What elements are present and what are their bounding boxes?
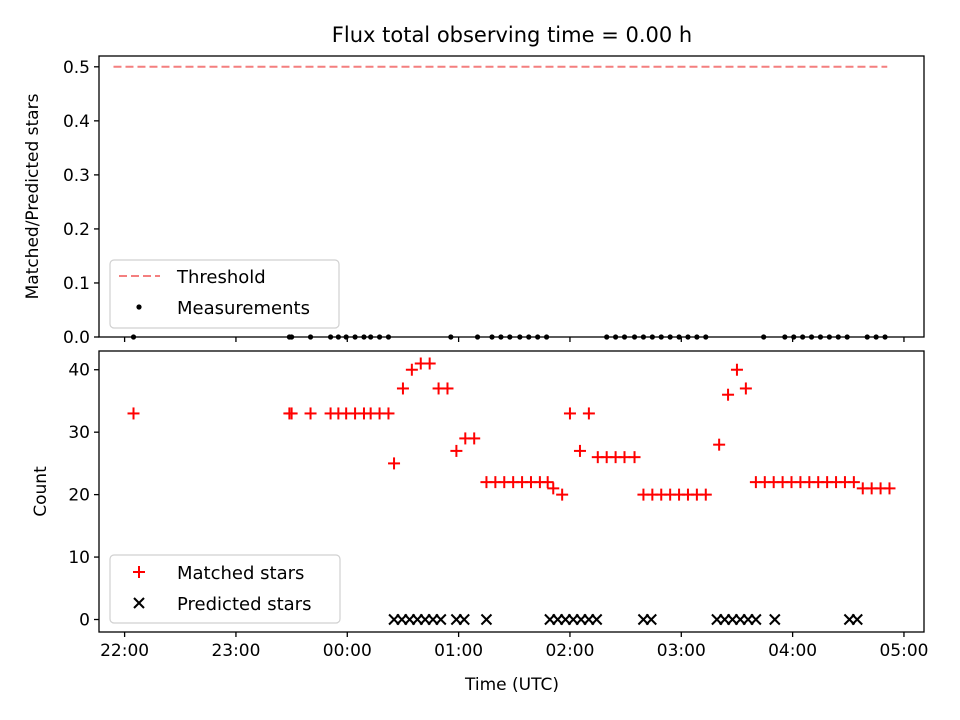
bottom-y-axis-label: Count [31,466,51,517]
bottom-x-tick-label: 05:00 [879,641,928,661]
top-y-tick-label: 0.4 [63,112,90,132]
matched-star-point [382,407,395,420]
predicted-star-point [750,613,762,626]
matched-star-point [127,407,140,420]
bottom-legend-box [109,554,341,624]
top-axes-frame [98,55,925,338]
predicted-stars-legend-marker [133,597,145,609]
bottom-x-tick-label: 03:00 [657,641,706,661]
matched-star-point [713,438,726,451]
matched-star-point [396,382,409,395]
matched-star-point [450,444,463,457]
bottom-y-tick-label: 20 [68,486,90,506]
top-y-tick-label: 0.5 [63,58,90,78]
matched-star-point [847,476,860,489]
x-axis-label: Time (UTC) [464,675,559,695]
bottom-x-tick-label: 02:00 [545,641,594,661]
top-y-tick-label: 0.2 [63,220,90,240]
matched-stars-legend-label: Matched stars [177,563,304,584]
predicted-star-point [435,613,447,626]
matched-star-point [730,363,743,376]
bottom-axes-frame [98,350,925,633]
predicted-star-point [851,613,863,626]
matched-star-point [883,482,896,495]
bottom-x-tick-label: 04:00 [768,641,817,661]
matched-star-point [582,407,595,420]
matched-star-point [304,407,317,420]
matched-star-point [573,444,586,457]
predicted-star-point [769,613,781,626]
top-y-tick-label: 0.1 [63,274,90,294]
predicted-star-point [480,613,493,626]
top-y-tick-label: 0.3 [63,166,90,186]
matched-stars-legend-marker [133,566,145,578]
bottom-y-tick-label: 40 [68,361,90,381]
top-legend-box [109,259,340,329]
predicted-stars-legend-label: Predicted stars [177,594,311,615]
matched-star-point [285,407,298,420]
threshold-legend-label: Threshold [176,267,266,288]
bottom-plot-area [127,357,896,626]
bottom-x-tick-label: 23:00 [211,641,260,661]
matched-star-point [541,476,554,489]
matched-star-point [556,488,569,501]
bottom-x-tick-label: 00:00 [323,641,372,661]
matched-star-point [468,432,481,445]
matched-star-point [628,451,641,464]
matched-star-point [722,388,735,401]
matched-star-point [405,363,418,376]
matched-star-point [441,382,454,395]
matched-star-point [423,357,436,370]
measurements-legend-label: Measurements [177,298,310,319]
matched-star-point [699,488,712,501]
top-legend: Threshold Measurements [109,259,340,329]
bottom-y-tick-label: 10 [68,548,90,568]
top-y-tick-label: 0.0 [63,328,90,348]
bottom-y-tick-label: 30 [68,423,90,443]
matched-star-point [739,382,752,395]
bottom-legend: Matched stars Predicted stars [109,554,341,624]
predicted-star-point [590,613,603,626]
matched-star-point [388,457,401,470]
bottom-x-tick-label: 22:00 [100,641,149,661]
chart-title: Flux total observing time = 0.00 h [332,23,692,47]
predicted-star-point [458,613,470,626]
matched-star-point [618,451,631,464]
top-y-axis-label: Matched/Predicted stars [23,93,43,299]
bottom-y-tick-label: 0 [79,611,90,631]
matched-star-point [563,407,576,420]
predicted-star-point [645,613,657,626]
measurements-legend-marker [136,304,142,310]
matched-star-point [547,482,560,495]
bottom-x-tick-label: 01:00 [434,641,483,661]
